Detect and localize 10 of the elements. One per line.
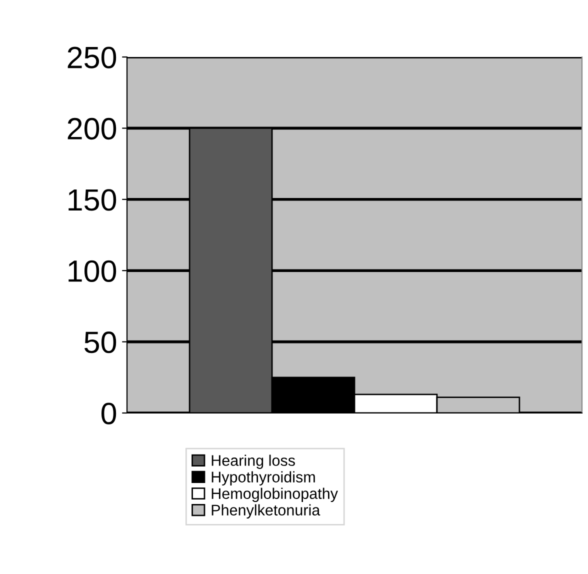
- legend-label: Hypothyroidism: [212, 471, 315, 486]
- y-tick-label: 50: [84, 332, 116, 354]
- legend-label: Hemoglobinopathy: [212, 488, 338, 502]
- y-tick-label: 0: [101, 402, 116, 424]
- y-tick-label: 150: [68, 189, 116, 211]
- y-tick-label: 250: [68, 46, 116, 68]
- y-tick-label: 100: [68, 260, 116, 282]
- y-tick-label: 200: [68, 118, 116, 140]
- legend-label: Phenylketonuria: [212, 504, 320, 519]
- legend-label: Hearing loss: [212, 454, 295, 469]
